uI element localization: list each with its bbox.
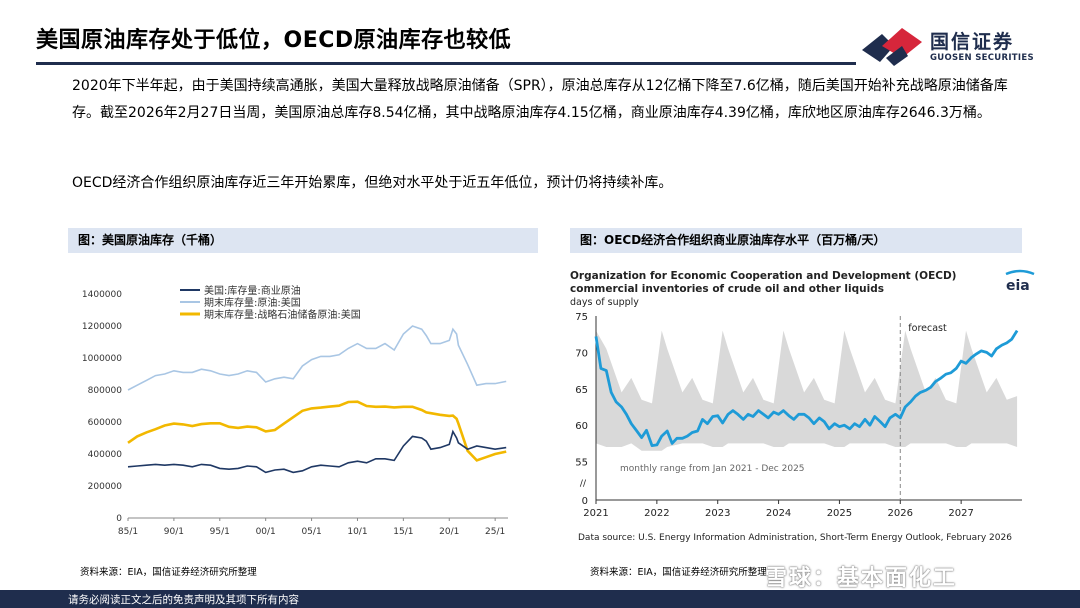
us-x-tick-label: 90/1 [164,527,184,537]
us-series-line-1 [127,325,507,391]
oecd-x-tick-label: 2022 [644,508,669,519]
oecd-y-tick-label: 70 [575,348,588,359]
oecd-x-tick-label: 2021 [583,508,608,519]
us-y-tick-label: 1400000 [82,290,122,300]
us-y-tick-label: 800000 [88,386,123,396]
oecd-range-band [596,330,1018,451]
oecd-data-source: Data source: U.S. Energy Information Adm… [578,533,1012,543]
oecd-range-label: monthly range from Jan 2021 - Dec 2025 [620,464,805,474]
oecd-inventory-chart: Organization for Economic Cooperation an… [570,269,1035,543]
company-logo: 国信证券 GUOSEN SECURITIES [860,24,1060,68]
us-x-tick-label: 00/1 [256,527,276,537]
oecd-chart-lines [594,329,1019,447]
logo-name-cn: 国信证券 [930,31,1015,53]
us-y-tick-label: 1200000 [82,322,122,332]
oecd-y-tick-label: 0 [582,496,588,507]
eia-logo-text: eia [1006,278,1030,294]
us-legend-label: 期末库存量:原油:美国 [204,296,301,309]
eia-logo-icon: eia [1005,269,1035,294]
body-paragraph-2: OECD经济合作组织原油库存近三年开始累库，但绝对水平处于近五年低位，预计仍将持… [72,175,673,191]
us-y-tick-label: 1000000 [82,354,122,364]
oecd-x-tick-label: 2027 [948,508,973,519]
us-x-tick-label: 20/1 [439,527,459,537]
oecd-x-tick-label: 2023 [705,508,730,519]
us-x-tick-label: 15/1 [393,527,413,537]
oecd-x-tick-label: 2025 [827,508,852,519]
oecd-y-tick-label: 65 [575,385,588,396]
body-paragraph-1: 2020年下半年起，由于美国持续高通胀，美国大量释放战略原油储备（SPR），原油… [72,78,1008,121]
us-y-tick-label: 0 [116,514,122,524]
us-chart-lines [127,325,507,474]
us-x-tick-label: 85/1 [118,527,138,537]
footer-disclaimer: 请务必阅读正文之后的免责声明及其项下所有内容 [68,594,299,606]
title-underline [36,62,856,65]
page-title: 美国原油库存处于低位，OECD原油库存也较低 [36,28,512,53]
left-chart-header: 图：美国原油库存（千桶） [68,228,538,253]
us-chart-axes: 0 200000 400000 600000 800000 1000000 1200000 1… [82,290,508,537]
us-x-tick-label: 95/1 [210,527,230,537]
us-series-line-2 [127,400,507,462]
oecd-title-line-2: commercial inventories of crude oil and … [570,283,884,295]
oecd-x-tick-label: 2026 [888,508,913,519]
oecd-chart-axes: 0 55 60 65 70 75 // 2021 2022 2023 2024 2025 2026 202… [575,312,1022,519]
oecd-inventory-line [594,329,1019,447]
right-chart-source: 资料来源：EIA，国信证券经济研究所整理 [590,567,767,578]
logo-name-en: GUOSEN SECURITIES [930,53,1034,63]
us-legend-label: 美国:库存量:商业原油 [204,284,301,297]
left-chart-source: 资料来源：EIA，国信证券经济研究所整理 [80,567,257,578]
us-crude-inventory-chart: 0 200000 400000 600000 800000 1000000 1200000 1… [82,284,508,537]
oecd-forecast-label: forecast [908,323,947,334]
us-y-tick-label: 600000 [88,418,123,428]
oecd-y-tick-label: 75 [575,312,588,323]
us-x-tick-label: 10/1 [347,527,367,537]
oecd-y-tick-label: 55 [575,458,588,469]
logo-mark-icon [862,28,922,66]
us-legend-label: 期末库存量:战略石油储备原油:美国 [204,308,361,321]
footer-bar: 请务必阅读正文之后的免责声明及其项下所有内容 [0,590,1080,608]
us-series-line-0 [127,429,507,474]
us-y-tick-label: 200000 [88,482,123,492]
right-chart-header: 图：OECD经济合作组织商业原油库存水平（百万桶/天） [570,228,1022,253]
oecd-ylabel: days of supply [570,297,639,308]
oecd-range-area [596,330,1018,451]
oecd-y-tick-label: 60 [575,421,588,432]
oecd-axis-break-mark: // [580,479,587,489]
oecd-x-tick-label: 2024 [766,508,791,519]
us-x-tick-label: 25/1 [485,527,505,537]
us-y-tick-label: 400000 [88,450,123,460]
watermark-text: 雪球：基本面化工 [765,566,958,591]
us-x-tick-label: 05/1 [301,527,321,537]
oecd-title-line-1: Organization for Economic Cooperation an… [570,270,956,282]
